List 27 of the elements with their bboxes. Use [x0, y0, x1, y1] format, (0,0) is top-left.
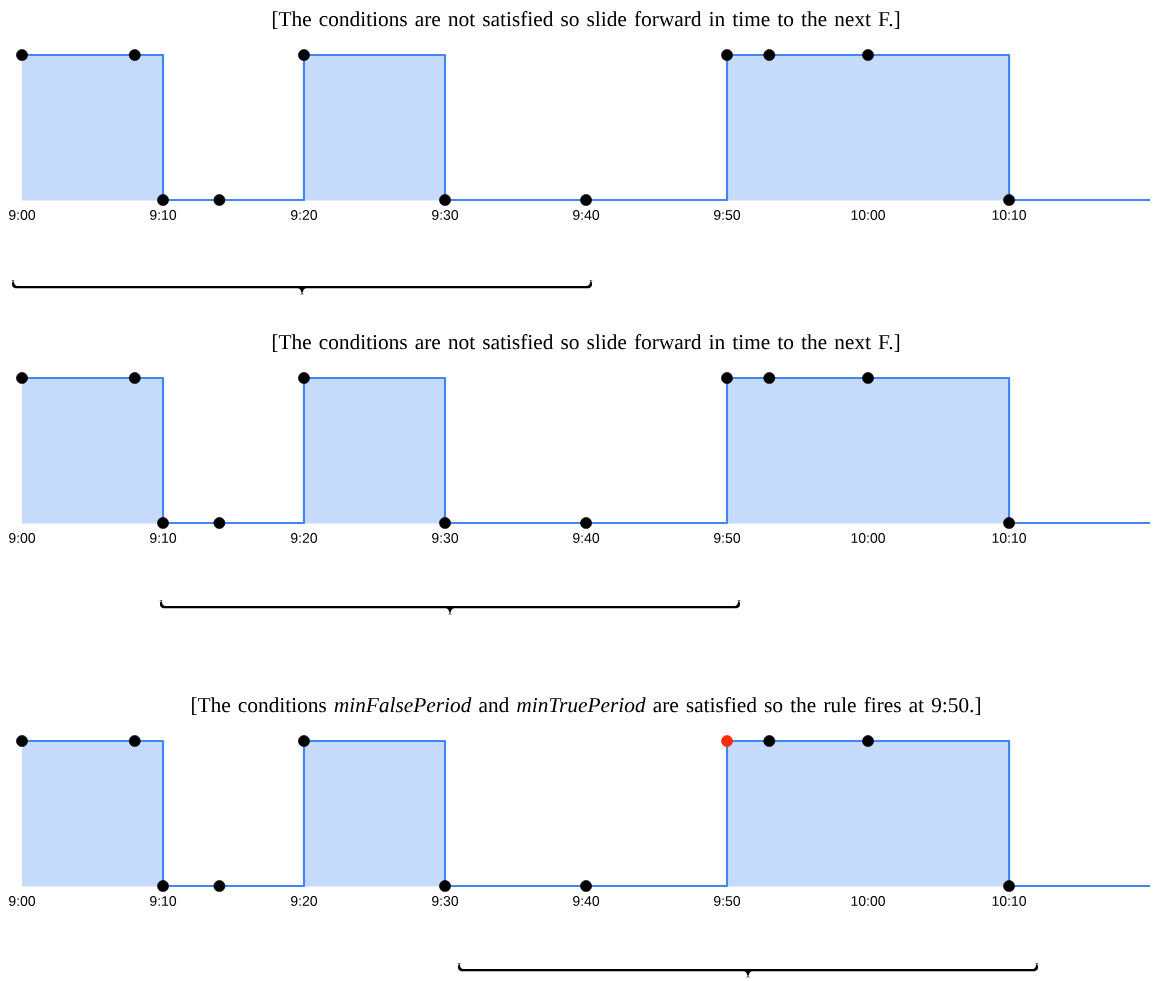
x-tick-label: 9:10 — [150, 210, 177, 220]
x-tick-label: 9:30 — [432, 896, 459, 906]
x-tick-label: 10:00 — [851, 210, 885, 220]
x-tick-label: 10:10 — [992, 210, 1027, 220]
x-tick-label: 9:20 — [291, 896, 318, 906]
x-tick-label: 10:00 — [851, 896, 885, 906]
chart-title: [The conditions are not satisfied so slide forward in time to the next F.] — [272, 334, 900, 352]
chart-title: [The conditions are not satisfied so slide forward in time to the next F.] — [272, 11, 900, 29]
x-tick-label: 9:20 — [291, 210, 318, 220]
x-tick-label: 9:00 — [9, 210, 36, 220]
x-tick-label: 9:50 — [714, 533, 741, 543]
x-tick-label: 10:10 — [992, 533, 1027, 543]
x-tick-label: 9:20 — [291, 533, 318, 543]
x-tick-label: 9:40 — [573, 896, 600, 906]
x-tick-label: 9:30 — [432, 210, 459, 220]
x-tick-label: 9:10 — [150, 896, 177, 906]
x-tick-label: 10:10 — [992, 896, 1027, 906]
x-tick-label: 9:30 — [432, 533, 459, 543]
x-tick-label: 9:10 — [150, 533, 177, 543]
chart-title: [The conditions minFalsePeriod and minTruePeriod are satisfied so the rule fires at 9:50.] — [192, 697, 980, 715]
x-tick-label: 9:40 — [573, 210, 600, 220]
x-tick-label: 9:00 — [9, 896, 36, 906]
x-tick-label: 9:50 — [714, 896, 741, 906]
x-tick-label: 9:40 — [573, 533, 600, 543]
x-tick-label: 10:00 — [851, 533, 885, 543]
x-tick-label: 9:50 — [714, 210, 741, 220]
x-tick-label: 9:00 — [9, 533, 36, 543]
